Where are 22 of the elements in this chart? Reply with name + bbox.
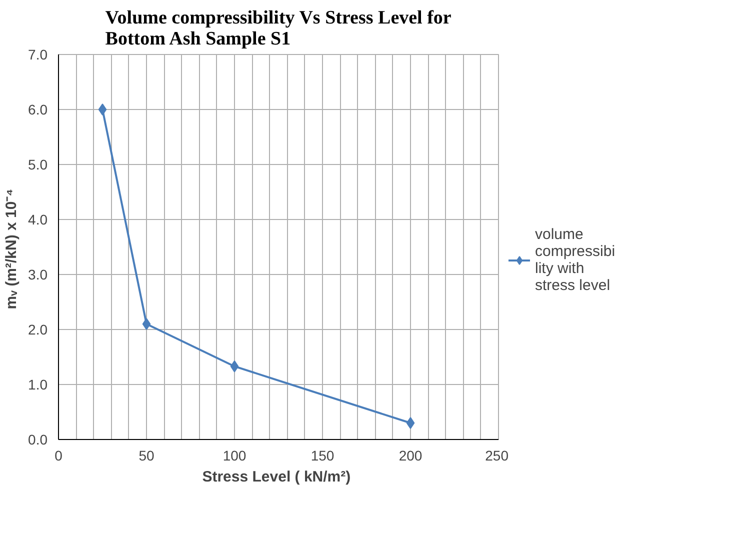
y-axis-title: mᵥ (m²/kN) x 10⁻⁴ <box>3 188 20 310</box>
point <box>230 360 239 372</box>
y-tick-label: 0.0 <box>28 432 48 448</box>
y-tick-label: 6.0 <box>28 102 48 118</box>
y-tick-label: 2.0 <box>28 322 48 338</box>
x-tick-label: 200 <box>398 448 422 464</box>
point <box>142 318 151 330</box>
legend-label: volume compressibi lity with stress level <box>535 226 616 294</box>
x-tick-label: 50 <box>138 448 154 464</box>
x-tick-label: 250 <box>485 448 509 464</box>
x-tick-label: 100 <box>222 448 246 464</box>
x-axis-title: Stress Level ( kN/m²) <box>202 468 351 486</box>
y-tick-label: 3.0 <box>28 266 48 282</box>
y-tick-label: 5.0 <box>28 156 48 172</box>
y-tick-label: 1.0 <box>28 376 48 392</box>
y-tick-label: 7.0 <box>28 46 48 62</box>
x-tick-label: 0 <box>54 448 63 464</box>
chart-title: Volume compressibility Vs Stress Level for Bottom Ash Sample S1 <box>105 8 452 50</box>
x-tick-label: 150 <box>310 448 334 464</box>
point <box>406 417 415 429</box>
y-tick-label: 4.0 <box>28 212 48 228</box>
point <box>98 104 107 116</box>
